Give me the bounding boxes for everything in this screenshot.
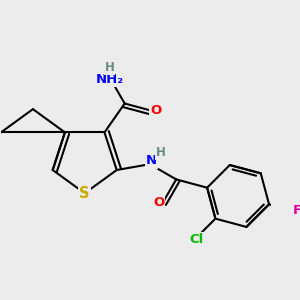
Text: S: S: [80, 186, 90, 201]
Text: F: F: [293, 204, 300, 217]
Text: H: H: [156, 146, 166, 160]
Text: H: H: [104, 61, 114, 74]
Text: O: O: [153, 196, 164, 209]
Text: Cl: Cl: [190, 233, 204, 246]
Text: N: N: [146, 154, 157, 167]
Text: NH₂: NH₂: [95, 74, 124, 86]
Text: O: O: [150, 104, 161, 117]
